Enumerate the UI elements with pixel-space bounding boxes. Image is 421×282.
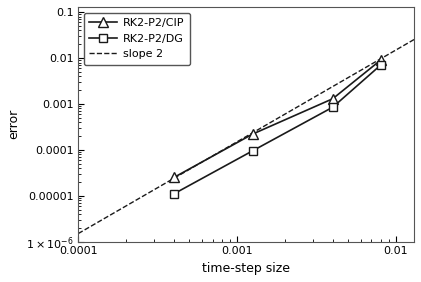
RK2-P2/DG bbox=[330, 105, 335, 109]
RK2-P2/CIP bbox=[171, 176, 176, 179]
RK2-P2/DG bbox=[171, 192, 176, 195]
Line: RK2-P2/CIP: RK2-P2/CIP bbox=[169, 55, 385, 182]
RK2-P2/DG bbox=[378, 63, 383, 67]
Y-axis label: error: error bbox=[7, 109, 20, 139]
RK2-P2/CIP bbox=[250, 133, 255, 136]
RK2-P2/CIP bbox=[330, 97, 335, 100]
Legend: RK2-P2/CIP, RK2-P2/DG, slope 2: RK2-P2/CIP, RK2-P2/DG, slope 2 bbox=[84, 12, 190, 65]
Line: RK2-P2/DG: RK2-P2/DG bbox=[170, 61, 385, 198]
RK2-P2/CIP bbox=[378, 58, 383, 62]
X-axis label: time-step size: time-step size bbox=[202, 262, 290, 275]
RK2-P2/DG bbox=[250, 149, 255, 153]
